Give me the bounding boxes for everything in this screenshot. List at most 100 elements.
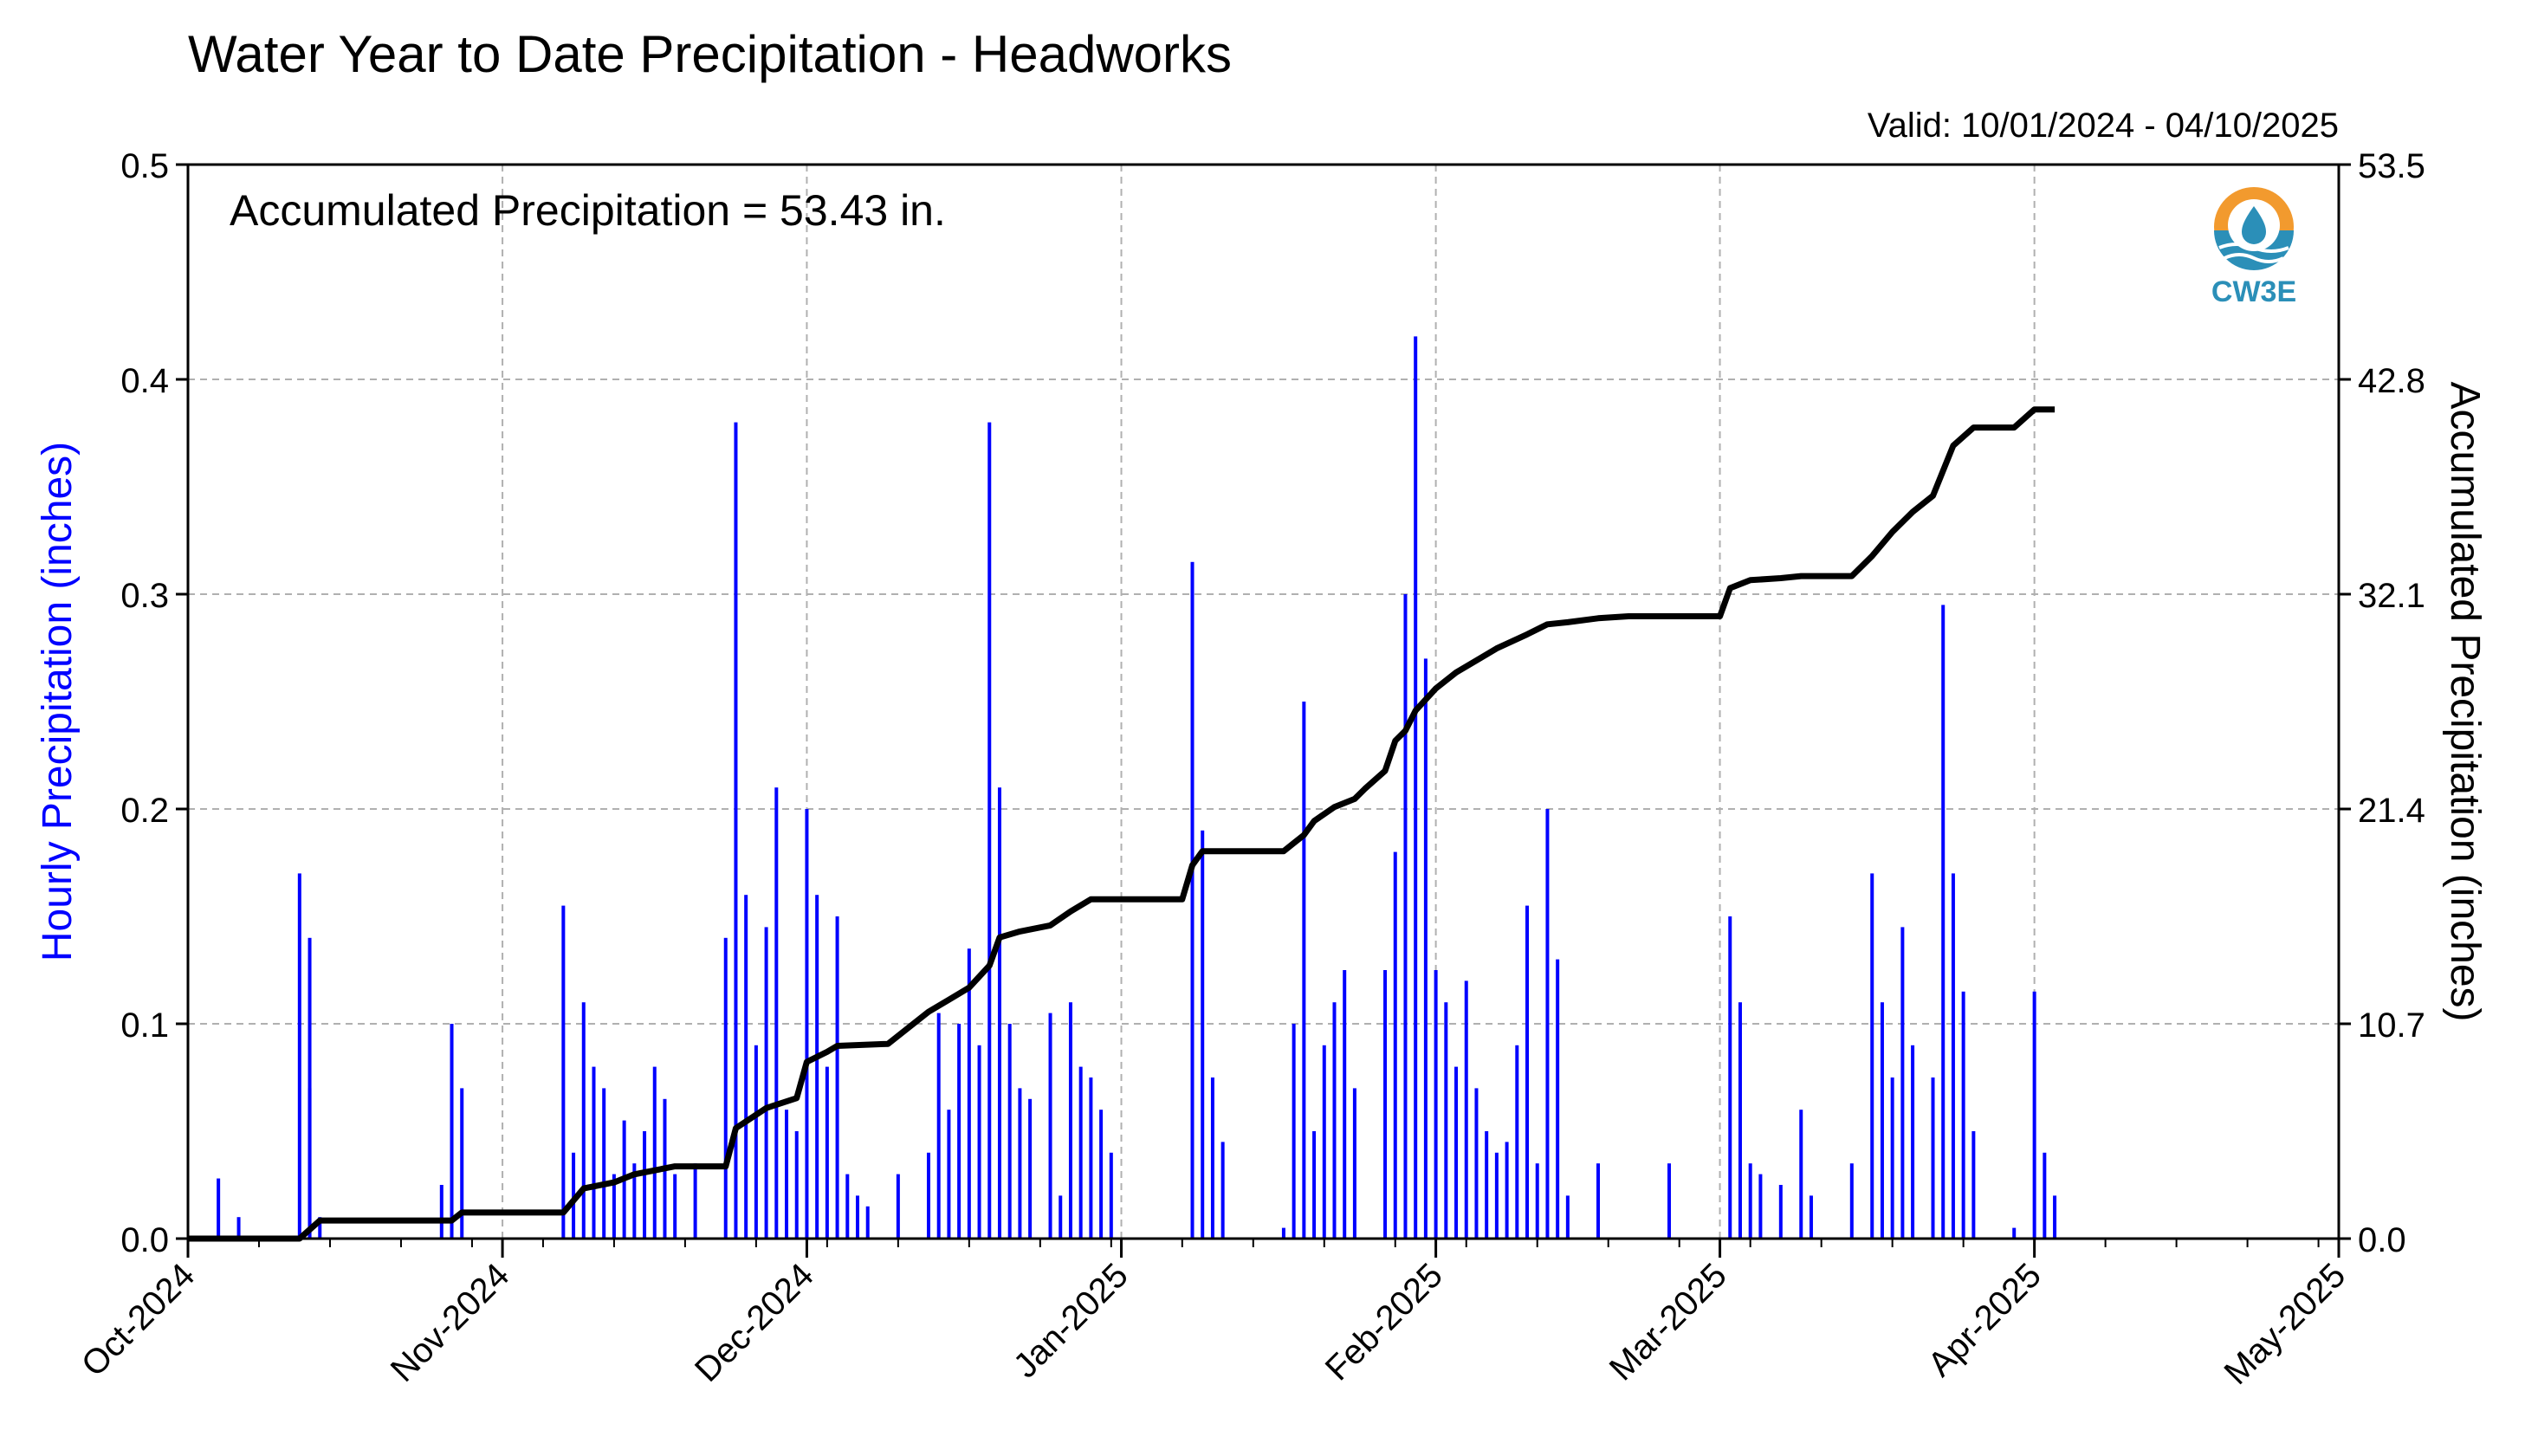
hourly-bar: [1322, 1045, 1326, 1239]
hourly-bar: [723, 937, 728, 1239]
y-tick-label: 0.0: [120, 1221, 169, 1259]
hourly-bar: [1809, 1195, 1813, 1239]
accumulated-line: [188, 406, 2056, 1242]
hourly-bar: [1018, 1088, 1022, 1239]
hourly-bar: [1454, 1066, 1459, 1239]
hourly-bar: [1444, 1002, 1448, 1239]
hourly-bar: [967, 948, 971, 1239]
hourly-bar: [926, 1152, 930, 1239]
hourly-bar: [1028, 1098, 1033, 1239]
hourly-bar: [1525, 905, 1530, 1239]
y-tick-label: 0.4: [120, 362, 169, 400]
chart-title: Water Year to Date Precipitation - Headw…: [188, 25, 1232, 83]
y-tick-label: 0.3: [120, 577, 169, 615]
hourly-bar: [1292, 1024, 1296, 1239]
hourly-bar: [1911, 1045, 1915, 1239]
hourly-bar: [460, 1088, 464, 1239]
hourly-bar: [764, 927, 768, 1239]
y2-tick-label: 21.4: [2358, 792, 2425, 830]
hourly-bar: [1332, 1002, 1337, 1239]
hourly-bar: [1089, 1077, 1093, 1239]
y2-tick-label: 42.8: [2358, 362, 2425, 400]
hourly-bar: [1748, 1163, 1752, 1239]
hourly-bar: [297, 873, 301, 1239]
hourly-bar: [1352, 1088, 1356, 1239]
hourly-bar: [1099, 1110, 1104, 1239]
y2-axis-label: Accumulated Precipitation (inches): [2442, 381, 2488, 1021]
hourly-bar: [308, 1088, 312, 1239]
hourly-bar: [1738, 1002, 1742, 1239]
y2-tick-label: 32.1: [2358, 577, 2425, 615]
hourly-bar: [1870, 873, 1874, 1239]
hourly-bar: [1545, 809, 1550, 1239]
hourly-bar: [734, 422, 738, 1239]
hourly-bar: [439, 1185, 443, 1239]
hourly-bar: [1900, 927, 1905, 1239]
y2-tick-label: 10.7: [2358, 1006, 2425, 1045]
hourly-bar: [592, 1066, 596, 1239]
y2-tick-label: 0.0: [2358, 1221, 2406, 1259]
hourly-bar: [1799, 1110, 1803, 1239]
hourly-bar: [1880, 1002, 1884, 1239]
hourly-bar: [2012, 1227, 2017, 1239]
hourly-bar: [1302, 702, 1306, 1239]
hourly-bar: [1383, 970, 1388, 1239]
hourly-bar: [1403, 594, 1408, 1239]
hourly-bar: [977, 1045, 981, 1239]
water-drop-icon: [2242, 206, 2266, 244]
hourly-bar: [936, 1013, 941, 1239]
hourly-bar: [785, 1110, 789, 1239]
hourly-bar: [1190, 561, 1195, 1239]
chart-subtitle: Valid: 10/01/2024 - 04/10/2025: [1868, 107, 2339, 145]
hourly-bar: [561, 905, 566, 1239]
hourly-bar: [744, 895, 748, 1239]
y-tick-label: 0.2: [120, 792, 169, 830]
hourly-bar: [947, 1110, 951, 1239]
hourly-bar: [1494, 1152, 1499, 1239]
hourly-bar: [1048, 1013, 1052, 1239]
y2-tick-label: 53.5: [2358, 147, 2425, 185]
hourly-bar: [2053, 1195, 2057, 1239]
y-tick-label: 0.1: [120, 1006, 169, 1045]
hourly-bar: [1312, 1131, 1317, 1239]
hourly-bar: [1951, 873, 1955, 1239]
hourly-bar: [1596, 1163, 1601, 1239]
hourly-bar: [1961, 991, 1965, 1239]
hourly-bar: [1201, 830, 1205, 1239]
hourly-bar: [236, 1217, 241, 1239]
hourly-bar: [1078, 1066, 1083, 1239]
logo-text: CW3E: [2211, 275, 2296, 308]
hourly-bar: [1565, 1195, 1570, 1239]
hourly-bar: [217, 1178, 221, 1239]
hourly-bar: [865, 1206, 870, 1239]
hourly-bar: [1667, 1163, 1671, 1239]
hourly-bar: [794, 1131, 799, 1239]
hourly-bar: [1505, 1142, 1509, 1239]
hourly-bars: [217, 336, 2057, 1239]
hourly-bar: [572, 1152, 576, 1239]
hourly-bar: [1343, 970, 1347, 1239]
hourly-bar: [1758, 1174, 1763, 1239]
hourly-bar: [1434, 970, 1438, 1239]
hourly-bar: [643, 1131, 647, 1239]
hourly-bar: [632, 1163, 637, 1239]
hourly-bar: [2043, 1152, 2047, 1239]
hourly-bar: [805, 809, 809, 1239]
logo-wave-line-1: [2218, 243, 2289, 253]
hourly-bar: [1890, 1077, 1894, 1239]
hourly-bar: [1220, 1142, 1225, 1239]
hourly-bar: [1007, 1024, 1012, 1239]
hourly-bar: [856, 1195, 860, 1239]
hourly-bar: [896, 1174, 900, 1239]
y-tick-label: 0.5: [120, 147, 169, 185]
y-axis-label: Hourly Precipitation (inches): [35, 442, 81, 961]
hourly-bar: [835, 916, 839, 1239]
hourly-bar: [602, 1088, 606, 1239]
hourly-bar: [1941, 605, 1946, 1239]
hourly-bar: [1515, 1045, 1519, 1239]
hourly-bar: [1059, 1195, 1063, 1239]
hourly-bar: [652, 1066, 657, 1239]
hourly-bar: [1414, 336, 1418, 1239]
